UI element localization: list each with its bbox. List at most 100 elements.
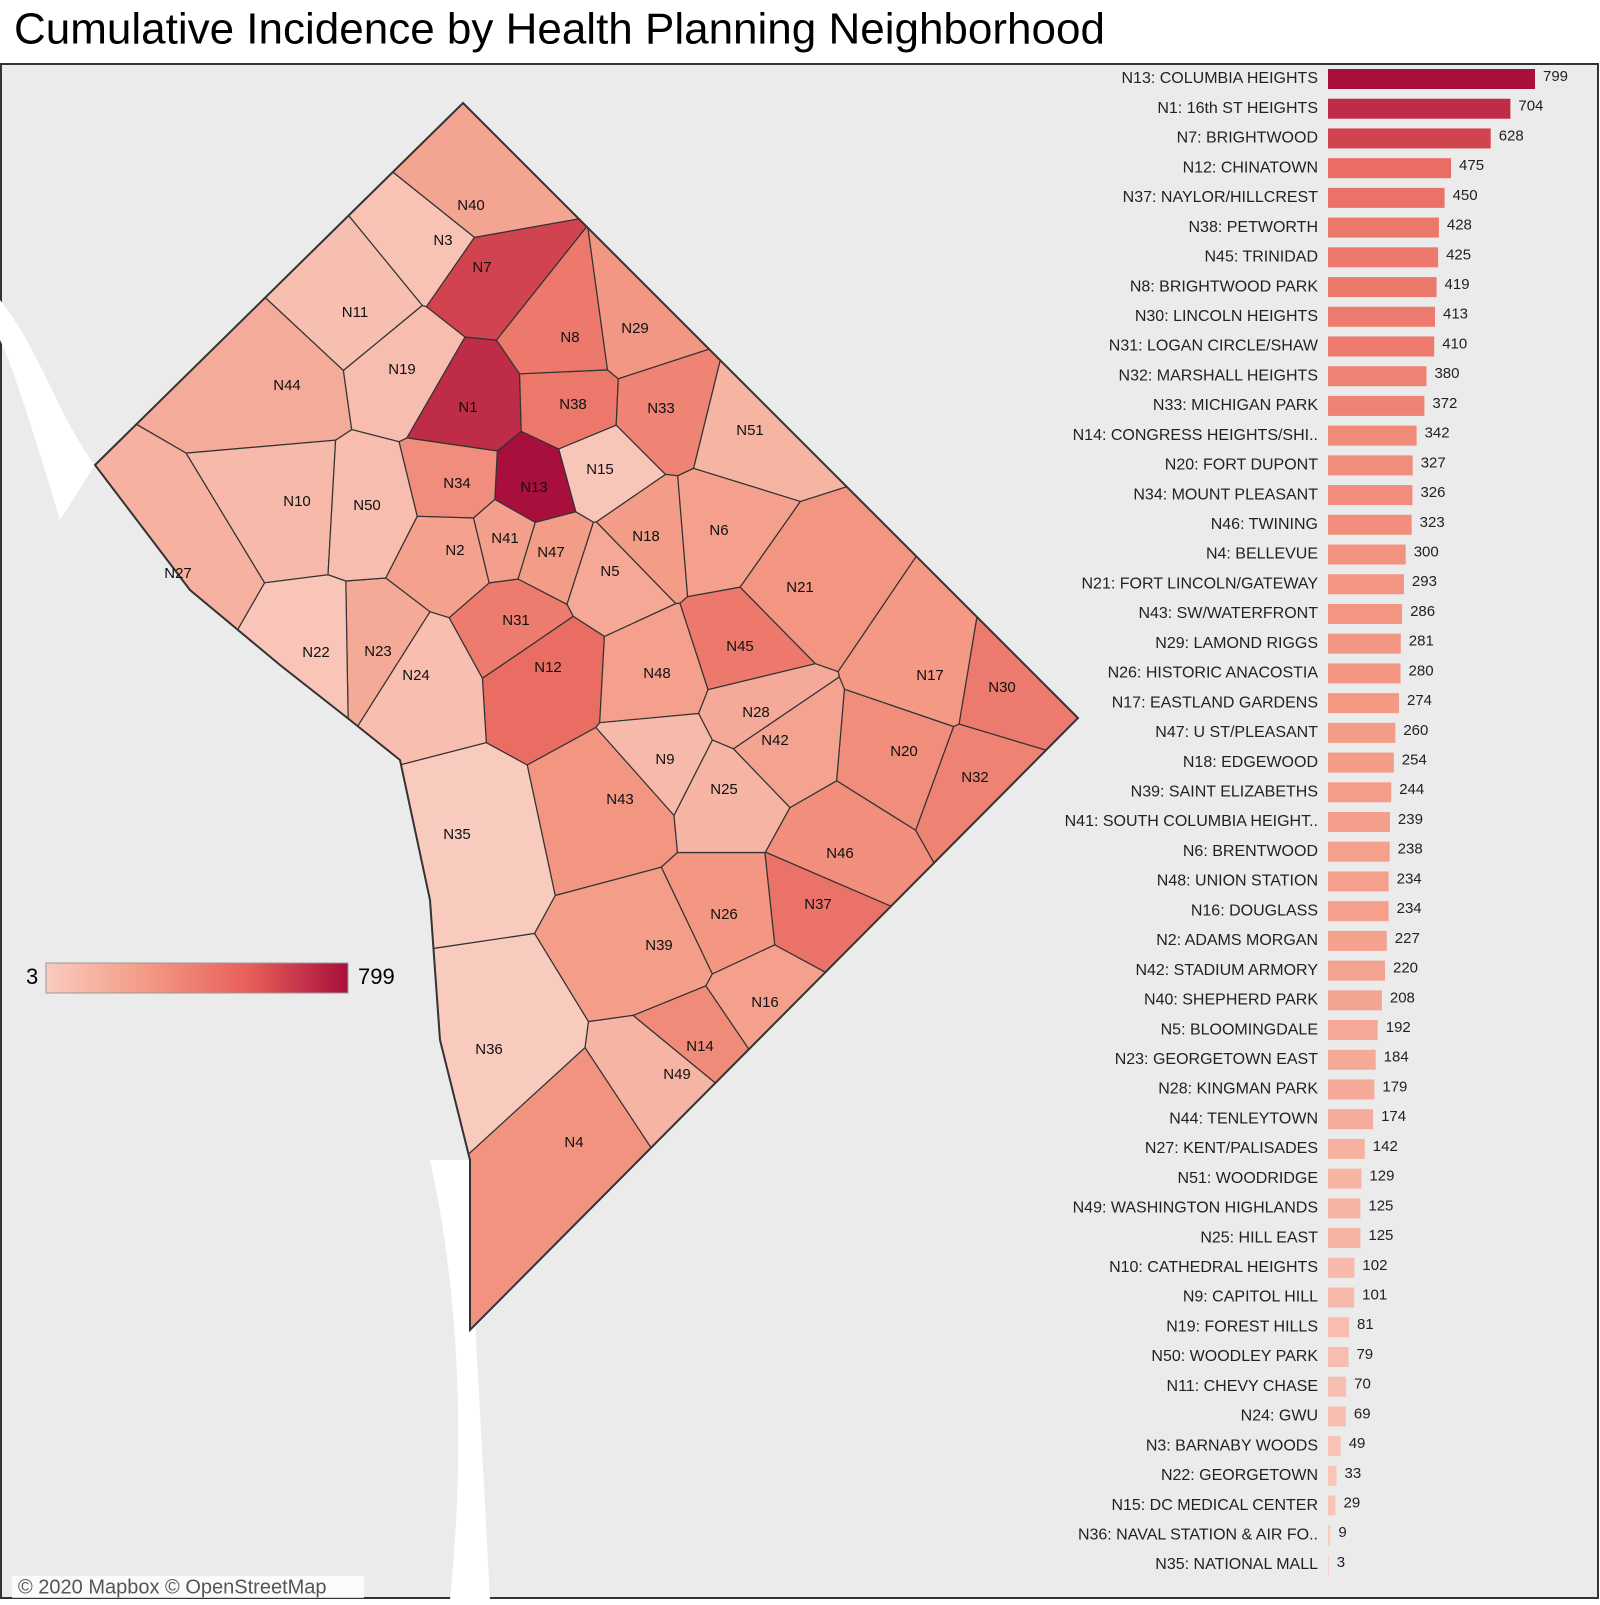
value-label: 280 [1409, 662, 1434, 679]
category-label: N23: GEORGETOWN EAST [1115, 1051, 1319, 1068]
bar [1328, 1049, 1376, 1070]
value-label: 799 [1543, 68, 1568, 85]
map-label: N48 [643, 665, 671, 682]
map-label: N32 [961, 769, 989, 786]
value-label: 428 [1447, 217, 1472, 234]
category-label: N3: BARNABY WOODS [1146, 1437, 1318, 1454]
category-label: N33: MICHIGAN PARK [1153, 397, 1318, 414]
bar [1328, 1198, 1361, 1219]
map-label: N40 [457, 197, 485, 214]
value-label: 274 [1407, 692, 1432, 709]
bar [1328, 98, 1511, 119]
colorbar-min: 3 [26, 964, 38, 989]
map-label: N4 [564, 1134, 583, 1151]
bar [1328, 514, 1412, 535]
map-label: N47 [537, 544, 565, 561]
bar [1328, 693, 1399, 714]
value-label: 81 [1357, 1316, 1374, 1333]
bar [1328, 752, 1394, 773]
river [0, 300, 95, 520]
value-label: 372 [1432, 395, 1457, 412]
value-label: 33 [1345, 1465, 1362, 1482]
value-label: 49 [1349, 1435, 1366, 1452]
bar [1328, 782, 1392, 803]
map-label: N33 [647, 400, 675, 417]
value-label: 208 [1390, 989, 1415, 1006]
bar [1328, 366, 1427, 387]
category-label: N2: ADAMS MORGAN [1156, 932, 1318, 949]
bar [1328, 395, 1425, 416]
bar [1328, 1228, 1361, 1249]
map-label: N43 [606, 791, 634, 808]
category-label: N35: NATIONAL MALL [1155, 1556, 1318, 1573]
value-label: 300 [1414, 543, 1439, 560]
category-label: N40: SHEPHERD PARK [1144, 992, 1318, 1009]
category-label: N17: EASTLAND GARDENS [1112, 694, 1318, 711]
bar [1328, 217, 1439, 238]
bar [1328, 128, 1491, 149]
value-label: 79 [1356, 1346, 1373, 1363]
category-label: N28: KINGMAN PARK [1158, 1081, 1318, 1098]
bar [1328, 1079, 1375, 1100]
bar [1328, 574, 1404, 595]
map-label: N26 [710, 906, 738, 923]
category-label: N21: FORT LINCOLN/GATEWAY [1082, 575, 1319, 592]
value-label: 286 [1410, 603, 1435, 620]
category-label: N38: PETWORTH [1189, 219, 1319, 236]
value-label: 419 [1445, 276, 1470, 293]
bar [1328, 1317, 1349, 1338]
map-label: N24 [402, 667, 430, 684]
value-label: 475 [1459, 157, 1484, 174]
bar [1328, 1257, 1355, 1278]
category-label: N25: HILL EAST [1200, 1229, 1318, 1246]
category-label: N49: WASHINGTON HIGHLANDS [1073, 1200, 1318, 1217]
bar [1328, 247, 1439, 268]
bar [1328, 455, 1413, 476]
map: N13 N1 N7 N12 N37 N38 N45 N8 N30 N31 N32 N33 N14 N20 N… [93, 101, 1080, 1333]
value-label: 184 [1384, 1049, 1409, 1066]
bar [1328, 663, 1401, 684]
category-label: N7: BRIGHTWOOD [1177, 130, 1318, 147]
category-label: N1: 16th ST HEIGHTS [1157, 100, 1318, 117]
value-label: 238 [1398, 841, 1423, 858]
map-label: N27 [164, 565, 192, 582]
category-label: N45: TRINIDAD [1204, 249, 1318, 266]
bar [1328, 69, 1535, 89]
value-label: 142 [1373, 1138, 1398, 1155]
category-label: N10: CATHEDRAL HEIGHTS [1109, 1259, 1318, 1276]
map-label: N29 [621, 320, 649, 337]
value-label: 281 [1409, 633, 1434, 650]
map-label: N2 [445, 542, 464, 559]
category-label: N15: DC MEDICAL CENTER [1111, 1497, 1318, 1514]
bar [1328, 1020, 1378, 1041]
value-label: 413 [1443, 306, 1468, 323]
bar [1328, 871, 1389, 892]
neighborhood [595, 712, 713, 817]
value-label: 293 [1412, 573, 1437, 590]
category-label: N6: BRENTWOOD [1183, 843, 1318, 860]
value-label: 244 [1399, 781, 1424, 798]
map-label: N46 [826, 845, 854, 862]
map-label: N15 [586, 461, 614, 478]
value-label: 70 [1354, 1376, 1371, 1393]
value-label: 179 [1382, 1078, 1407, 1095]
category-label: N30: LINCOLN HEIGHTS [1135, 308, 1318, 325]
bar [1328, 901, 1389, 922]
category-label: N50: WOODLEY PARK [1151, 1348, 1318, 1365]
value-label: 628 [1499, 127, 1524, 144]
bar [1328, 158, 1452, 179]
map-label: N6 [709, 522, 728, 539]
map-label: N21 [786, 579, 814, 596]
map-label: N19 [388, 361, 416, 378]
category-label: N42: STADIUM ARMORY [1135, 962, 1318, 979]
bar [1328, 960, 1385, 981]
map-label: N7 [472, 259, 491, 276]
value-label: 125 [1368, 1227, 1393, 1244]
value-label: 323 [1420, 514, 1445, 531]
value-label: 327 [1421, 454, 1446, 471]
map-label: N49 [663, 1066, 691, 1083]
map-label: N14 [686, 1038, 714, 1055]
map-label: N30 [988, 679, 1016, 696]
